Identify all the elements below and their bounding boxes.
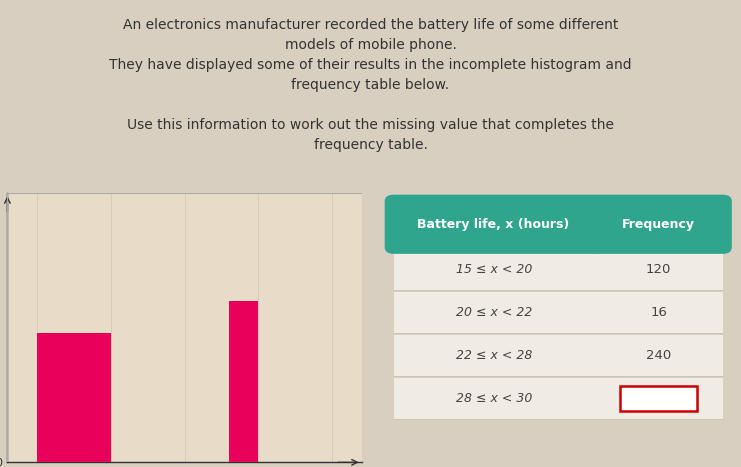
Bar	[620, 386, 697, 411]
Bar	[393, 291, 723, 333]
Text: 28 ≤ x < 30: 28 ≤ x < 30	[456, 392, 532, 405]
Text: 16: 16	[651, 306, 667, 319]
Text: 22 ≤ x < 28: 22 ≤ x < 28	[456, 349, 532, 362]
Text: Frequency: Frequency	[622, 218, 695, 231]
Bar	[393, 248, 723, 290]
Text: 15 ≤ x < 20: 15 ≤ x < 20	[456, 263, 532, 276]
Bar	[7, 193, 362, 462]
Text: Battery life, x (hours): Battery life, x (hours)	[417, 218, 569, 231]
Bar	[393, 378, 723, 419]
Bar	[393, 334, 723, 376]
Bar	[229, 301, 259, 462]
FancyBboxPatch shape	[385, 195, 602, 254]
Text: An electronics manufacturer recorded the battery life of some different
models o: An electronics manufacturer recorded the…	[109, 18, 632, 152]
Text: 240: 240	[646, 349, 671, 362]
Bar	[37, 333, 110, 462]
FancyBboxPatch shape	[588, 195, 732, 254]
Text: 120: 120	[646, 263, 671, 276]
Text: 20 ≤ x < 22: 20 ≤ x < 22	[456, 306, 532, 319]
